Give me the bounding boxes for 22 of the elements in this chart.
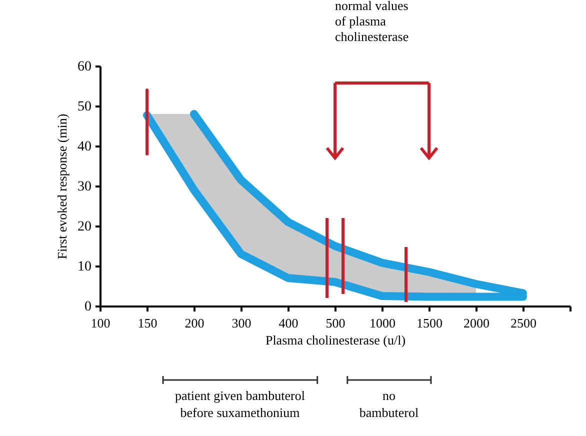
x-tick-label: 1000: [370, 316, 396, 330]
x-tick-label: 1500: [416, 316, 442, 330]
x-tick-label: 300: [232, 316, 252, 330]
y-tick-label: 30: [78, 180, 92, 194]
x-tick-label: 2000: [464, 316, 490, 330]
x-tick-label: 100: [90, 316, 110, 330]
y-tick-label: 20: [78, 220, 92, 234]
x-tick-label: 200: [184, 316, 204, 330]
y-tick-label: 40: [78, 140, 92, 154]
x-tick-label: 150: [138, 316, 158, 330]
y-tick-label: 60: [78, 60, 92, 74]
x-tick-label: 500: [326, 316, 346, 330]
y-tick-label: 0: [84, 300, 92, 314]
text: patient given bambuterol before suxamethonium: [175, 388, 306, 420]
x-tick-label: 2500: [510, 316, 536, 330]
y-tick-label: 10: [78, 260, 92, 274]
y-tick-label: 50: [78, 100, 92, 114]
x-axis-title: Plasma cholinesterase (u/l): [265, 332, 406, 348]
y-axis-title: First evoked response (min): [54, 114, 70, 260]
ref-line-label: normal values of plasma cholinesterase: [335, 0, 409, 44]
text: no bambuterol: [359, 388, 419, 420]
x-tick-label: 400: [278, 316, 298, 330]
